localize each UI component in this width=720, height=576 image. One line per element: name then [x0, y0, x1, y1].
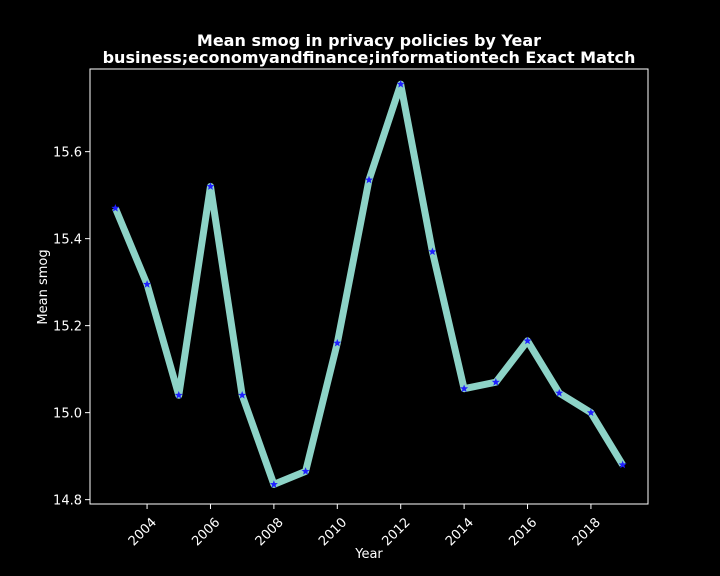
x-tick-label: 2010 [316, 515, 350, 549]
x-axis-label: Year [354, 547, 383, 562]
x-tick-label: 2014 [443, 515, 477, 549]
data-point-marker [523, 336, 532, 345]
y-tick-label: 15.0 [53, 407, 82, 422]
y-tick-label: 15.2 [53, 320, 82, 335]
data-point-marker [586, 408, 595, 417]
data-point-marker [269, 480, 278, 488]
data-point-marker [301, 467, 310, 475]
series-group [111, 80, 627, 488]
data-point-marker [333, 338, 342, 347]
data-point-marker [428, 247, 437, 256]
data-point-marker [618, 460, 627, 469]
x-tick-label: 2012 [380, 515, 414, 549]
y-tick-label: 15.4 [53, 233, 82, 248]
data-point-marker [396, 80, 405, 88]
data-point-marker [491, 378, 500, 386]
chart-subtitle: business;economyandfinance;informationte… [103, 48, 636, 67]
data-point-marker [174, 391, 183, 399]
data-point-marker [460, 384, 469, 393]
data-point-marker [206, 182, 215, 190]
y-axis-label: Mean smog [36, 249, 51, 324]
data-point-marker [238, 391, 247, 399]
x-tick-label: 2004 [126, 515, 160, 549]
data-point-marker [143, 280, 152, 288]
y-tick-label: 15.6 [53, 146, 82, 161]
x-tick-label: 2008 [253, 515, 287, 549]
data-point-marker [111, 204, 120, 212]
chart-title: Mean smog in privacy policies by Year [197, 31, 541, 50]
data-point-marker [555, 388, 564, 397]
data-point-marker [365, 175, 373, 184]
y-tick-label: 14.8 [53, 494, 82, 509]
x-tick-label: 2006 [189, 515, 223, 549]
x-tick-label: 2018 [570, 515, 604, 549]
x-tick-label: 2016 [506, 515, 540, 549]
plot-area [89, 68, 649, 505]
